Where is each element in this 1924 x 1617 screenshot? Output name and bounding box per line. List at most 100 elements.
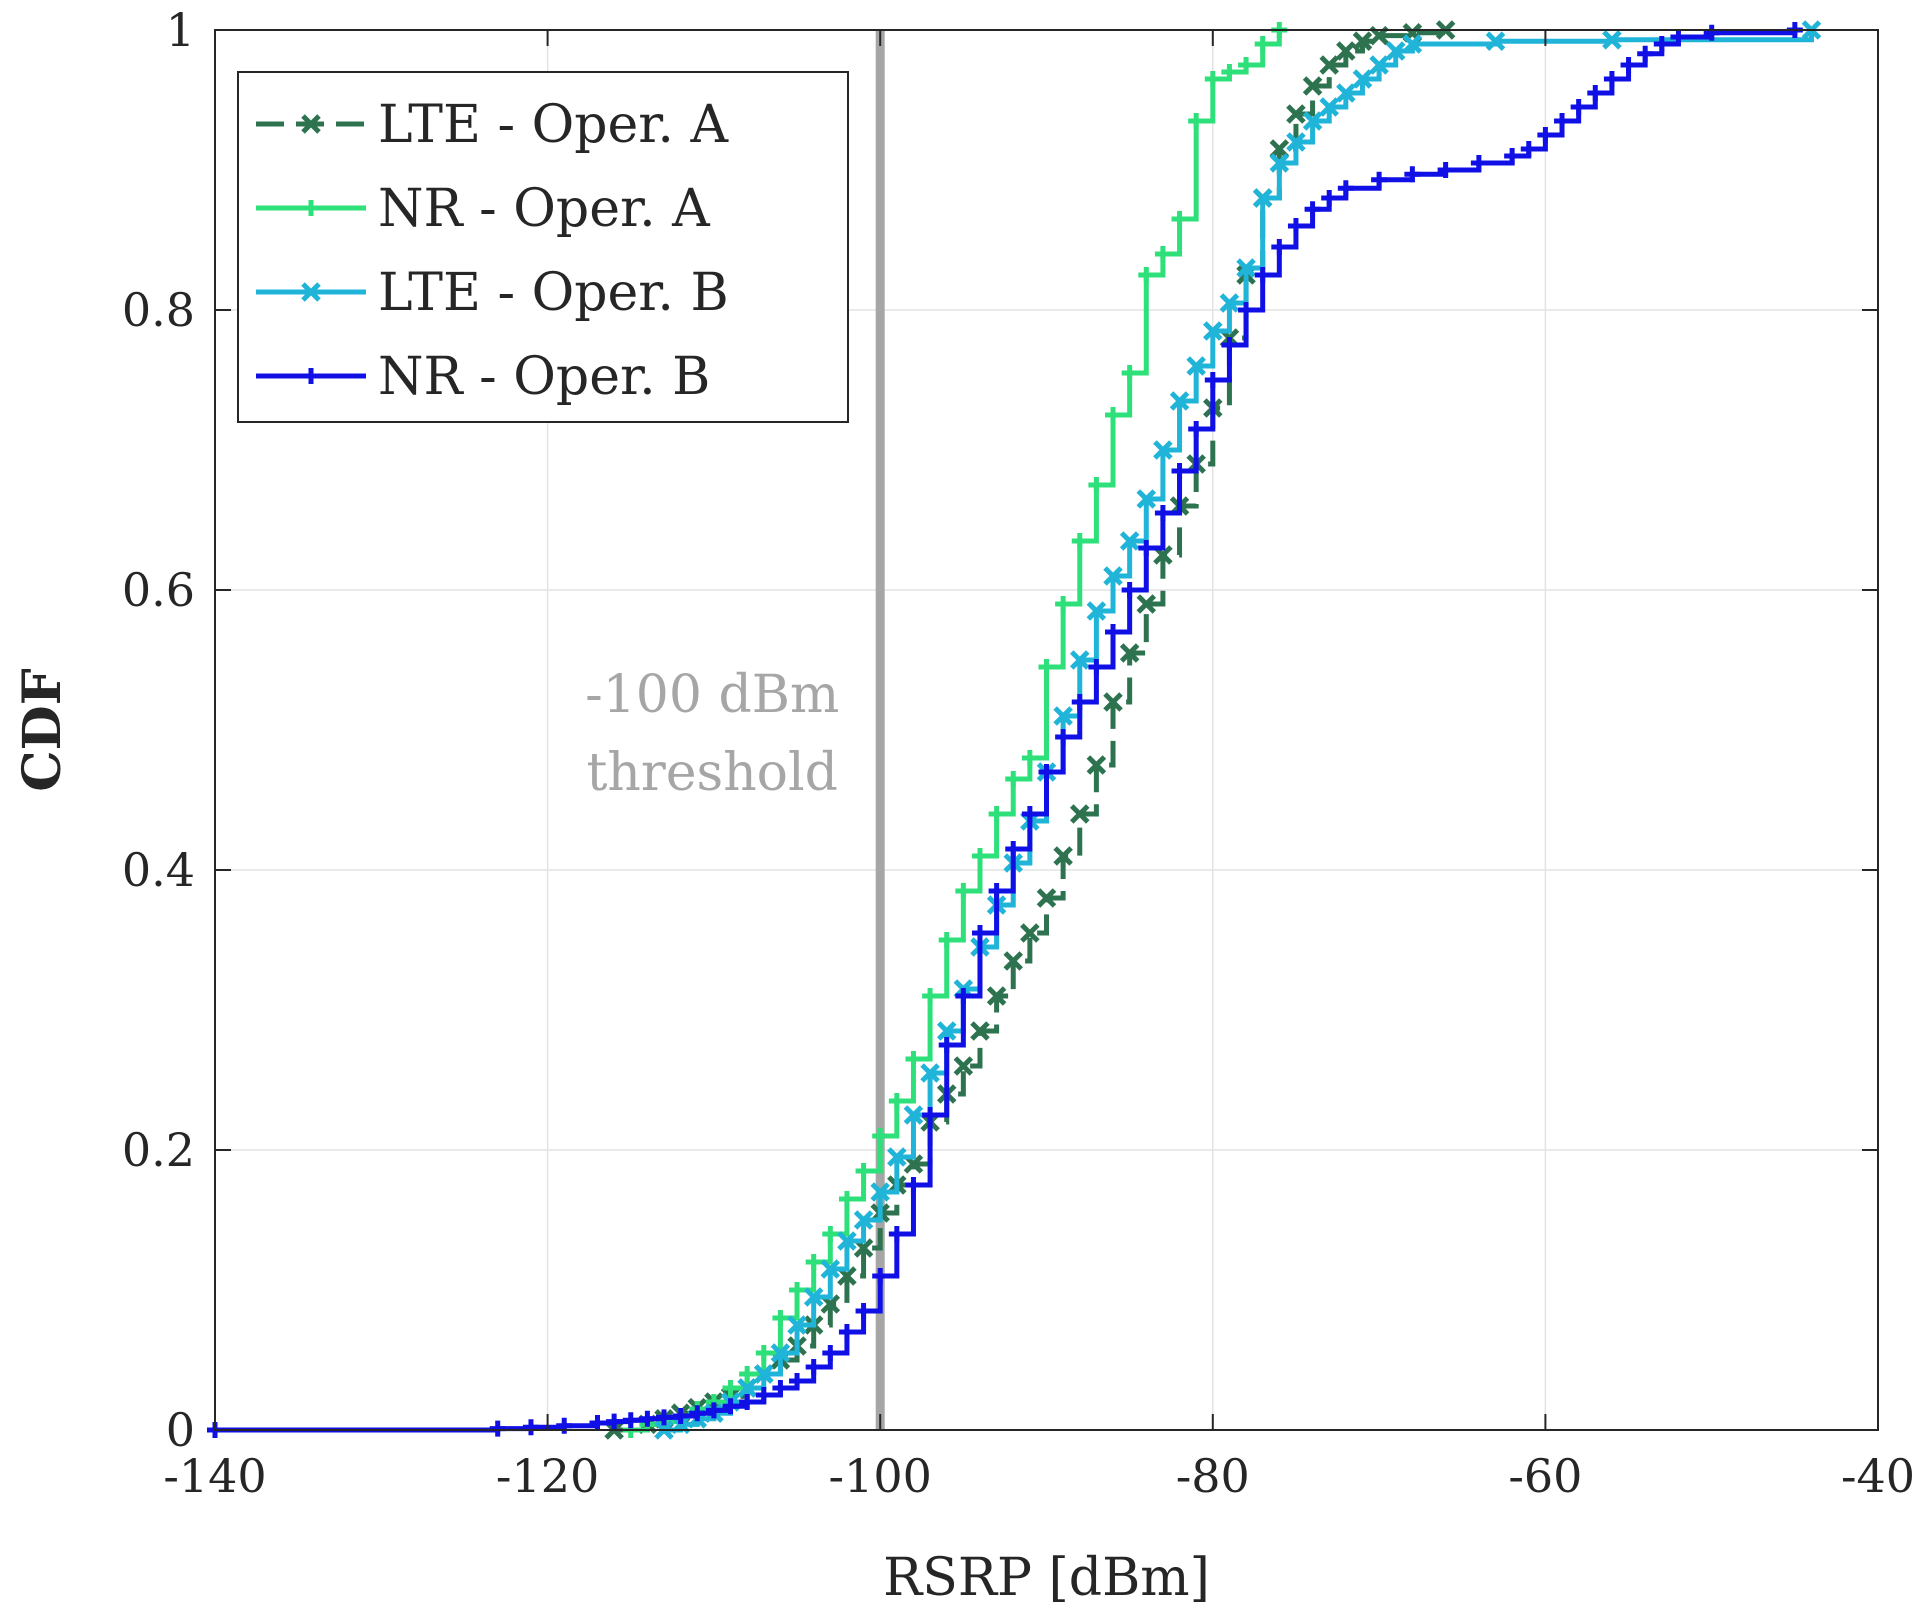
marker-plus	[755, 1387, 772, 1403]
marker-plus	[905, 1177, 922, 1193]
marker-x	[1053, 846, 1073, 866]
legend-box	[237, 71, 849, 423]
marker-x	[787, 1315, 807, 1335]
threshold-label-value: -100 dBm	[585, 665, 839, 725]
series-4	[207, 22, 1803, 1438]
marker-plus	[1321, 190, 1338, 206]
marker-plus	[1637, 45, 1654, 62]
marker-plus	[1287, 218, 1304, 234]
marker-plus	[639, 1410, 656, 1427]
marker-plus	[971, 848, 988, 864]
marker-plus	[1620, 57, 1637, 73]
marker-plus	[1238, 57, 1255, 73]
marker-plus	[1088, 659, 1105, 675]
marker-plus	[922, 988, 939, 1004]
marker-plus	[1105, 407, 1122, 423]
marker-x	[803, 1287, 824, 1307]
marker-x	[853, 1210, 874, 1230]
marker-x	[1286, 104, 1306, 124]
marker-plus	[955, 883, 972, 899]
marker-plus	[1071, 694, 1088, 710]
marker-plus	[1653, 36, 1670, 52]
y-tick-label: 0.4	[122, 843, 195, 897]
marker-plus	[1038, 764, 1055, 780]
marker-plus	[522, 1419, 539, 1436]
marker-plus	[705, 1402, 722, 1419]
marker-plus	[1055, 596, 1072, 612]
marker-x	[1352, 31, 1373, 51]
threshold-label-text: threshold	[586, 743, 837, 803]
marker-x	[1186, 356, 1206, 376]
marker-x	[1269, 153, 1290, 173]
marker-plus	[1703, 24, 1720, 41]
marker-plus	[1404, 166, 1421, 183]
marker-x	[1385, 41, 1406, 61]
marker-plus	[772, 1310, 789, 1326]
marker-plus	[589, 1415, 606, 1431]
marker-plus	[656, 1409, 673, 1426]
marker-plus	[672, 1408, 689, 1424]
marker-plus	[1254, 36, 1271, 52]
marker-plus	[556, 1417, 573, 1434]
marker-plus	[1105, 624, 1122, 640]
x-tick-label: -140	[163, 1449, 266, 1503]
x-tick-label: -120	[496, 1449, 599, 1503]
marker-plus	[722, 1398, 739, 1415]
x-axis-label: RSRP [dBm]	[883, 1548, 1210, 1608]
series-layer	[207, 20, 1822, 1440]
marker-plus	[822, 1226, 839, 1242]
marker-x	[754, 1364, 774, 1384]
marker-x	[1086, 755, 1107, 775]
marker-plus	[1238, 302, 1255, 318]
x-tick-label: -80	[1176, 1449, 1250, 1503]
marker-x	[1020, 923, 1040, 943]
marker-plus	[938, 932, 955, 948]
marker-plus	[1038, 659, 1055, 675]
marker-x	[1336, 41, 1356, 61]
legend-item: NR - Oper. B	[256, 347, 710, 407]
marker-x	[1236, 258, 1256, 278]
marker-x	[1053, 706, 1073, 726]
marker-plus	[905, 1051, 922, 1067]
marker-x	[920, 1063, 940, 1083]
marker-plus	[722, 1380, 739, 1396]
marker-plus	[1570, 99, 1587, 115]
tick-marks	[214, 29, 1879, 1431]
marker-plus	[606, 1413, 623, 1430]
marker-plus	[1520, 141, 1537, 157]
marker-plus	[1437, 162, 1454, 178]
marker-x	[1069, 650, 1090, 670]
marker-plus	[1254, 267, 1271, 283]
marker-plus	[855, 1163, 872, 1179]
marker-plus	[988, 806, 1005, 822]
marker-plus	[872, 1128, 889, 1144]
marker-plus	[1221, 64, 1238, 80]
marker-plus	[855, 1303, 872, 1319]
marker-plus	[1005, 841, 1022, 857]
legend-item: LTE - Oper. B	[256, 263, 729, 323]
marker-plus	[1005, 771, 1022, 787]
marker-plus	[1121, 582, 1138, 598]
marker-plus	[1154, 505, 1171, 521]
marker-plus	[838, 1191, 855, 1207]
marker-x	[1086, 601, 1107, 621]
marker-plus	[772, 1380, 789, 1396]
marker-plus	[1021, 806, 1038, 822]
marker-plus	[1271, 239, 1288, 255]
marker-plus	[805, 1359, 822, 1375]
marker-x	[970, 1021, 990, 1041]
marker-x	[1402, 34, 1423, 54]
marker-x	[1252, 188, 1273, 208]
marker-plus	[303, 368, 319, 384]
marker-plus	[1587, 85, 1604, 101]
marker-x	[820, 1259, 841, 1279]
y-tick-label: 0	[166, 1403, 195, 1457]
marker-plus	[1071, 533, 1088, 549]
marker-x	[903, 1105, 924, 1125]
marker-x	[1319, 55, 1339, 75]
marker-plus	[922, 1107, 939, 1123]
marker-x	[301, 282, 321, 302]
marker-x	[1203, 321, 1223, 341]
legend: LTE - Oper. A NR - Oper. A LTE - Oper. B NR…	[237, 71, 849, 423]
